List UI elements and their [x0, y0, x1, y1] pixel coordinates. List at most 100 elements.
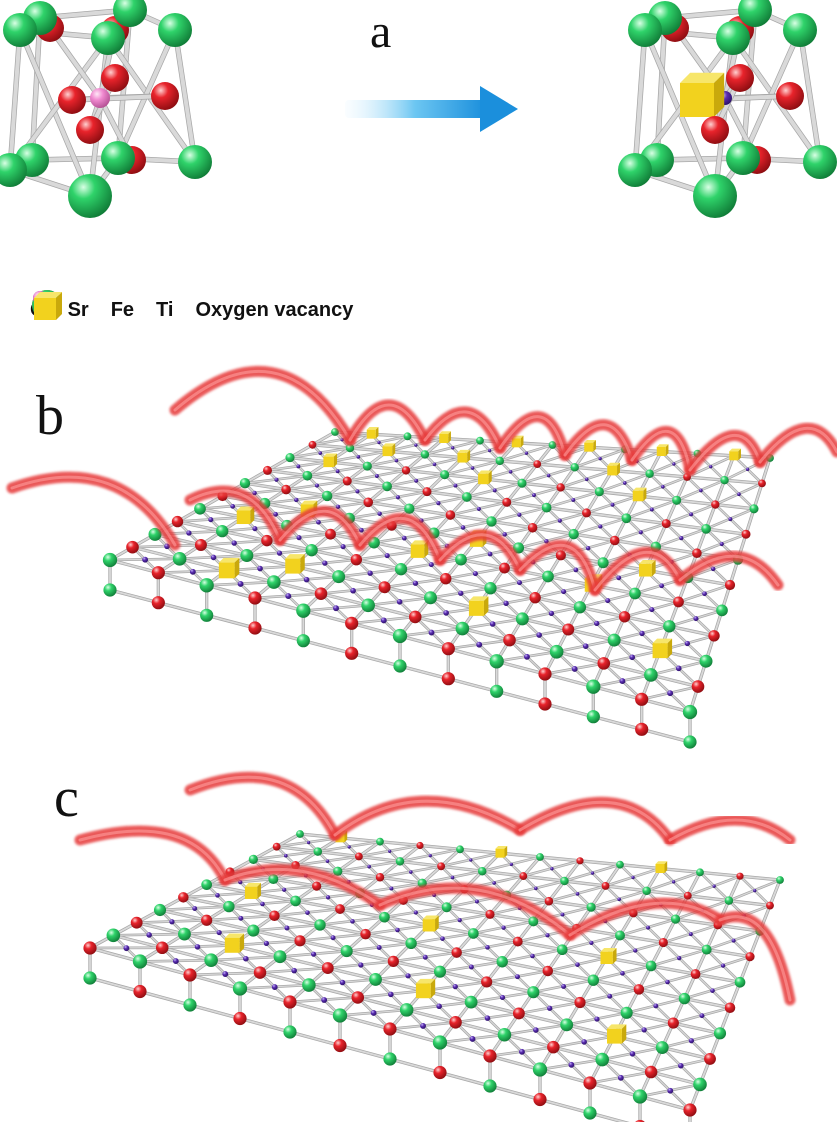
oxygen-atom	[281, 484, 291, 495]
oxygen-vacancy	[468, 596, 489, 616]
iron-atom	[633, 948, 638, 953]
iron-atom	[649, 607, 655, 613]
legend-label: Ti	[156, 298, 174, 321]
strontium-atom	[615, 930, 625, 941]
iron-atom	[605, 598, 611, 604]
oxygen-atom	[58, 86, 86, 114]
transform-arrow	[345, 86, 518, 132]
oxygen-atom	[350, 553, 363, 566]
bond	[106, 36, 197, 164]
iron-atom	[661, 484, 665, 489]
legend-label: Fe	[110, 298, 135, 321]
iron-atom	[501, 925, 506, 930]
strontium-atom	[618, 153, 652, 187]
hop-path-highlight	[333, 799, 522, 837]
oxygen-atom	[314, 587, 328, 600]
iron-atom	[358, 962, 364, 968]
strontium-atom	[204, 953, 218, 967]
strontium-atom	[682, 704, 698, 720]
iron-atom	[524, 653, 530, 660]
strontium-atom	[382, 481, 392, 492]
iron-atom	[678, 1062, 684, 1069]
hop-path-highlight	[518, 800, 672, 842]
hop-path-highlight	[678, 554, 780, 587]
edge-atom	[133, 984, 147, 999]
strontium-atom	[716, 604, 728, 617]
oxygen-atom	[708, 630, 720, 642]
bond	[389, 856, 541, 1030]
strontium-atom	[456, 845, 464, 854]
oxygen-atom	[726, 64, 754, 92]
iron-atom	[689, 512, 694, 517]
iron-atom	[222, 971, 229, 977]
strontium-atom	[693, 174, 737, 218]
oxygen-atom	[601, 881, 610, 890]
oxygen-vacancy	[422, 915, 439, 932]
strontium-atom	[290, 895, 301, 907]
strontium-atom	[424, 591, 437, 605]
oxygen-atom	[269, 910, 280, 922]
hop-path-highlight	[630, 429, 692, 472]
oxygen-atom	[440, 573, 452, 585]
legend-item-vacancy: Oxygen vacancy	[34, 292, 353, 322]
iron-atom	[472, 571, 478, 577]
iron-atom	[582, 643, 589, 649]
oxygen-atom	[683, 891, 692, 900]
strontium-atom	[734, 976, 746, 988]
strontium-atom	[532, 1062, 548, 1077]
iron-atom	[359, 527, 364, 533]
strontium-atom	[305, 543, 318, 557]
iron-atom	[231, 540, 237, 546]
iron-atom	[273, 511, 278, 517]
hop-paths-c	[74, 771, 796, 1006]
iron-atom	[653, 1003, 659, 1009]
edge-atom	[441, 672, 455, 686]
strontium-atom	[432, 1035, 448, 1050]
iron-atom	[210, 554, 217, 561]
iron-atom	[322, 560, 328, 566]
iron-atom	[487, 551, 493, 557]
strontium-atom	[240, 549, 254, 563]
strontium-atom	[247, 924, 260, 937]
oxygen-atom	[345, 616, 359, 630]
iron-atom	[679, 536, 684, 541]
oxygen-vacancy	[680, 72, 725, 117]
strontium-atom	[476, 436, 484, 445]
oxygen-atom	[538, 667, 552, 681]
strontium-atom	[517, 478, 527, 488]
oxygen-atom	[533, 460, 542, 468]
oxygen-atom	[576, 857, 584, 865]
iron-atom	[316, 519, 321, 525]
strontium-atom	[489, 654, 504, 669]
oxygen-atom	[178, 892, 189, 903]
iron-atom	[503, 600, 509, 606]
strontium-atom	[332, 570, 346, 584]
strontium-atom	[194, 502, 206, 515]
oxygen-atom	[481, 976, 493, 988]
strontium-atom	[455, 621, 470, 636]
oxygen-atom	[272, 842, 281, 851]
oxygen-atom	[449, 1016, 462, 1029]
edge-atom	[383, 1052, 397, 1066]
iron-atom	[585, 545, 591, 551]
iron-atom	[325, 859, 330, 864]
iron-atom	[367, 570, 373, 576]
unit-cell-defective	[618, 0, 837, 218]
iron-atom	[573, 567, 579, 573]
oxygen-vacancy	[607, 1024, 627, 1044]
strontium-atom	[239, 478, 251, 489]
oxygen-vacancy	[366, 426, 379, 439]
iron-atom	[388, 991, 394, 998]
strontium-atom	[455, 553, 467, 566]
hop-path	[514, 796, 676, 846]
strontium-atom	[441, 902, 452, 913]
oxygen-atom	[776, 82, 804, 110]
strontium-atom	[486, 516, 497, 527]
oxygen-vacancy	[415, 978, 436, 999]
iron-atom	[330, 935, 336, 941]
hop-path-highlight	[173, 369, 352, 442]
oxygen-atom	[736, 872, 744, 880]
iron-atom	[545, 933, 550, 938]
iron-atom	[284, 925, 290, 931]
